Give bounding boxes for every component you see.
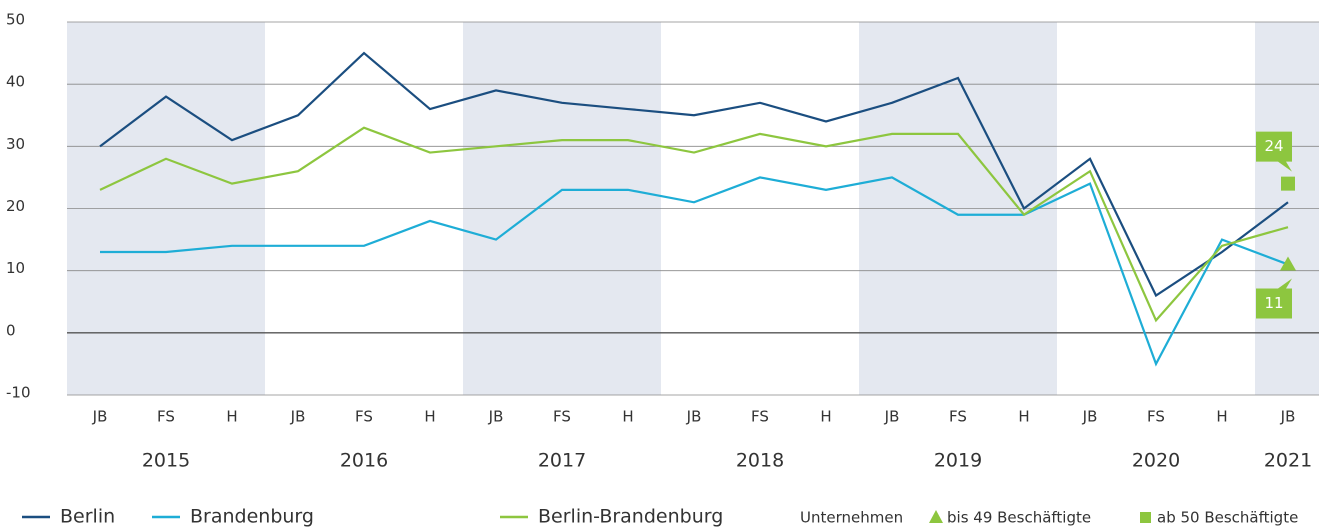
legend-square (1140, 512, 1151, 523)
marker-label: 24 (1264, 137, 1283, 155)
marker-square (1281, 176, 1295, 191)
y-tick-label: 0 (6, 321, 16, 339)
x-tick-label: H (820, 408, 831, 426)
y-tick-label: 50 (6, 11, 25, 29)
x-tick-label: JB (1082, 408, 1098, 426)
year-label: 2015 (142, 450, 190, 472)
x-tick-label: H (226, 408, 237, 426)
legend-label: Brandenburg (190, 506, 314, 528)
x-tick-label: JB (884, 408, 900, 426)
x-tick-label: JB (488, 408, 504, 426)
callout (1256, 278, 1292, 319)
callout (1256, 131, 1292, 172)
legend-label: Berlin (60, 506, 115, 528)
legend-label: Berlin-Brandenburg (538, 506, 723, 528)
year-label: 2018 (736, 450, 784, 472)
legend-label: ab 50 Beschäftigte (1157, 509, 1298, 527)
legend-triangle (929, 510, 943, 523)
y-tick-label: 10 (6, 259, 25, 277)
legend-label: bis 49 Beschäftigte (947, 509, 1091, 527)
year-label: 2017 (538, 450, 586, 472)
legend-title: Unternehmen (800, 509, 903, 527)
series-line (100, 176, 1289, 367)
x-tick-label: H (424, 408, 435, 426)
x-tick-label: FS (553, 408, 571, 426)
marker-label: 11 (1264, 294, 1283, 312)
x-tick-label: JB (290, 408, 306, 426)
year-label: 2020 (1132, 450, 1180, 472)
x-tick-label: JB (686, 408, 702, 426)
y-tick-label: 40 (6, 73, 25, 91)
year-label: 2019 (934, 450, 982, 472)
x-tick-label: JB (1280, 408, 1296, 426)
y-tick-label: 20 (6, 197, 25, 215)
y-tick-label: -10 (6, 384, 31, 402)
x-tick-label: FS (355, 408, 373, 426)
x-tick-label: FS (1147, 408, 1165, 426)
y-tick-label: 30 (6, 135, 25, 153)
x-tick-label: H (1018, 408, 1029, 426)
marker-triangle (1280, 256, 1296, 271)
x-tick-label: FS (157, 408, 175, 426)
year-label: 2021 (1264, 450, 1312, 472)
x-tick-label: H (622, 408, 633, 426)
series-line (99, 51, 1289, 298)
x-tick-label: H (1216, 408, 1227, 426)
series-line (99, 126, 1289, 323)
x-tick-label: JB (92, 408, 108, 426)
year-label: 2016 (340, 450, 388, 472)
x-tick-label: FS (751, 408, 769, 426)
x-tick-label: FS (949, 408, 967, 426)
